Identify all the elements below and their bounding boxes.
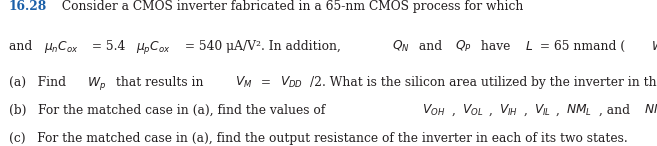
Text: (a)   Find: (a) Find bbox=[9, 76, 70, 89]
Text: $Q_P$: $Q_P$ bbox=[455, 39, 472, 54]
Text: =: = bbox=[258, 76, 275, 89]
Text: = 540 μA/V². In addition,: = 540 μA/V². In addition, bbox=[181, 40, 345, 53]
Text: that results in: that results in bbox=[112, 76, 207, 89]
Text: and: and bbox=[415, 40, 446, 53]
Text: have: have bbox=[477, 40, 514, 53]
Text: $V_{OL}$: $V_{OL}$ bbox=[462, 103, 483, 118]
Text: $V_{OH}$: $V_{OH}$ bbox=[422, 103, 445, 118]
Text: /2. What is the silicon area utilized by the inverter in this case?: /2. What is the silicon area utilized by… bbox=[310, 76, 657, 89]
Text: $V_{IL}$: $V_{IL}$ bbox=[534, 103, 551, 118]
Text: $W_p$: $W_p$ bbox=[87, 75, 106, 92]
Text: (c)   For the matched case in (a), find the output resistance of the inverter in: (c) For the matched case in (a), find th… bbox=[9, 132, 627, 145]
Text: and: and bbox=[9, 40, 35, 53]
Text: $NM_H$: $NM_H$ bbox=[645, 103, 657, 118]
Text: , and: , and bbox=[599, 104, 634, 117]
Text: ,: , bbox=[524, 104, 532, 117]
Text: $V_{DD}$: $V_{DD}$ bbox=[281, 75, 304, 90]
Text: $Q_N$: $Q_N$ bbox=[392, 39, 410, 54]
Text: $V_{IH}$: $V_{IH}$ bbox=[499, 103, 518, 118]
Text: $L$: $L$ bbox=[525, 40, 533, 53]
Text: = 5.4: = 5.4 bbox=[88, 40, 125, 53]
Text: Consider a CMOS inverter fabricated in a 65-nm CMOS process for which: Consider a CMOS inverter fabricated in a… bbox=[58, 0, 527, 13]
Text: ,: , bbox=[556, 104, 564, 117]
Text: ,: , bbox=[451, 104, 459, 117]
Text: $NM_L$: $NM_L$ bbox=[566, 103, 592, 118]
Text: ,: , bbox=[489, 104, 497, 117]
Text: $\mu_p C_{ox}$: $\mu_p C_{ox}$ bbox=[137, 39, 171, 56]
Text: $V_M$: $V_M$ bbox=[235, 75, 252, 90]
Text: 16.28: 16.28 bbox=[9, 0, 47, 13]
Text: $\mu_n C_{ox}$: $\mu_n C_{ox}$ bbox=[43, 39, 78, 55]
Text: (b)   For the matched case in (a), find the values of: (b) For the matched case in (a), find th… bbox=[9, 104, 328, 117]
Text: = 65 nmand (: = 65 nmand ( bbox=[535, 40, 625, 53]
Text: $W/L$: $W/L$ bbox=[650, 39, 657, 53]
